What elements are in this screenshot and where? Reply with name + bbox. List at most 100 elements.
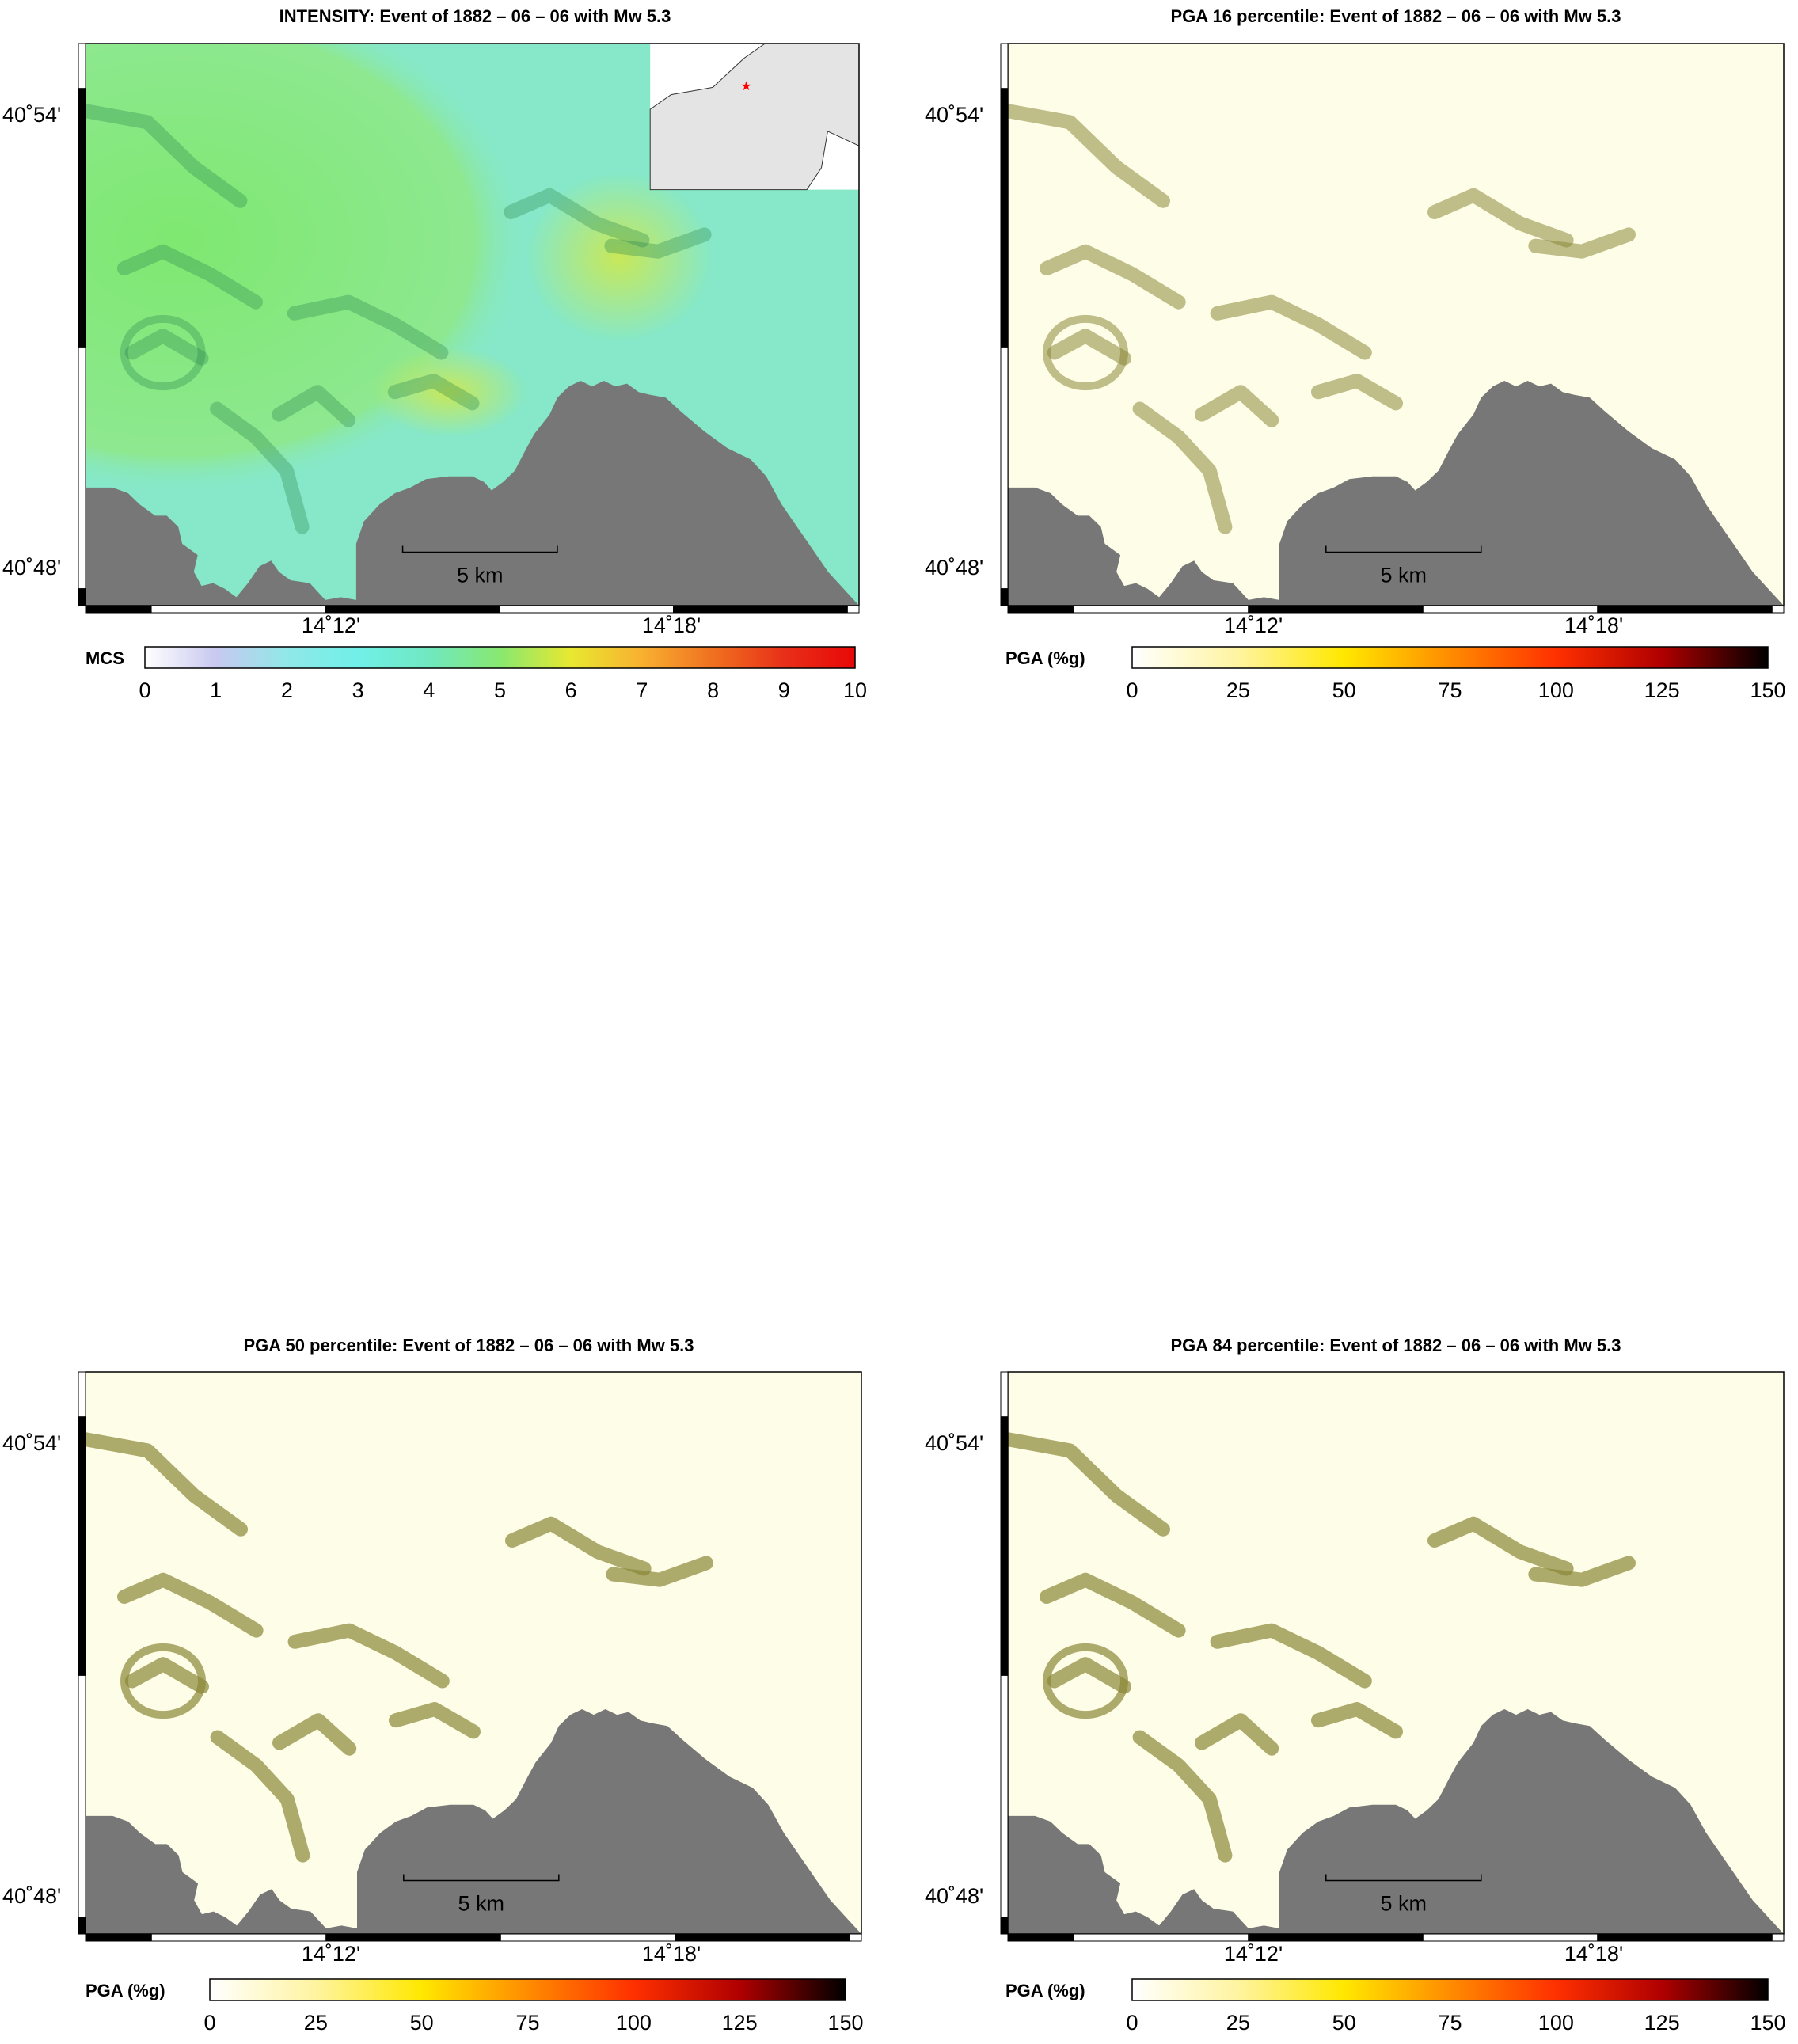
colorbar-tick-label: 25 <box>303 2011 328 2035</box>
latitude-label: 40˚48' <box>2 556 62 579</box>
axis-bar-segment <box>150 1933 327 1942</box>
crater <box>120 1643 206 1719</box>
axis-bar-segment <box>78 88 86 348</box>
latitude-label: 40˚48' <box>2 1884 62 1908</box>
colorbar-tick-label: 75 <box>1438 678 1462 702</box>
colorbar-tick-label: 2 <box>280 678 293 702</box>
colorbar-tick-label: 1 <box>210 678 222 702</box>
high-intensity-zone <box>526 173 713 342</box>
terrain-ridge <box>1195 385 1279 427</box>
scale-bar-label: 5 km <box>458 1892 505 1916</box>
axis-bar-segment <box>78 1674 86 1918</box>
axis-bar-segment <box>1771 605 1785 614</box>
latitude-label: 40˚48' <box>925 556 984 579</box>
axis-bar-segment <box>85 1933 152 1942</box>
axis-bar-segment <box>1248 1933 1424 1942</box>
colorbar-tick-label: 0 <box>139 678 151 702</box>
axis-bar-segment <box>1000 1674 1009 1918</box>
terrain-ridge <box>78 1432 248 1537</box>
crater <box>1043 314 1128 391</box>
terrain-ridge <box>210 401 310 534</box>
longitude-label: 14˚18' <box>641 614 701 637</box>
axis-bar-segment <box>499 605 675 614</box>
terrain-ridge <box>116 244 263 310</box>
colorbar-tick-label: 10 <box>842 678 868 702</box>
terrain-ridge <box>272 385 356 427</box>
axis-bar-segment <box>1000 346 1009 590</box>
axis-bar-segment <box>1000 43 1009 89</box>
scale-bar-label: 5 km <box>1381 1892 1427 1916</box>
colorbar-tick-label: 100 <box>1538 2011 1574 2035</box>
map-view: 5 km <box>78 1371 862 1942</box>
terrain-ridge <box>287 294 449 360</box>
panel-title: INTENSITY: Event of 1882 – 06 – 06 with … <box>279 6 671 26</box>
longitude-label: 14˚12' <box>301 1942 361 1966</box>
colorbar-tick-label: 0 <box>1126 2011 1138 2035</box>
axis-bar-segment <box>1597 1933 1773 1942</box>
terrain-ridge <box>1311 1702 1403 1739</box>
terrain-ridge <box>272 1713 357 1756</box>
panel-title: PGA 50 percentile: Event of 1882 – 06 – … <box>243 1335 694 1355</box>
scale-bar <box>401 545 558 553</box>
colorbar-tick-label: 4 <box>423 678 435 702</box>
colorbar-title: PGA (%g) <box>86 1981 165 2000</box>
colorbar-gradient <box>1131 1978 1769 2001</box>
latitude-label: 40˚54' <box>2 103 62 127</box>
scale-bar-label: 5 km <box>1381 564 1427 587</box>
terrain-ridge <box>1001 1432 1170 1537</box>
colorbar-gradient <box>1131 646 1769 669</box>
colorbar-tick-label: 100 <box>615 2011 652 2035</box>
colorbar-gradient <box>144 646 856 669</box>
scale-bar <box>403 1874 560 1882</box>
terrain-ridge <box>1047 329 1131 366</box>
terrain-ridge <box>1040 1572 1186 1638</box>
terrain-ridge <box>1132 1730 1233 1863</box>
scale-bar <box>1325 545 1482 553</box>
colorbar <box>209 1978 846 2001</box>
terrain-ridge <box>124 1657 209 1694</box>
axis-bar-segment <box>1000 588 1009 606</box>
terrain-ridge <box>117 1572 264 1638</box>
axis-bar-segment <box>1248 605 1424 614</box>
colorbar-tick-label: 150 <box>1750 2011 1786 2035</box>
latitude-label: 40˚48' <box>925 1884 984 1908</box>
axis-bar-segment <box>675 1933 850 1942</box>
terrain-ridge <box>504 188 650 248</box>
axis-bar-segment <box>1422 1933 1598 1942</box>
terrain-ridge <box>387 374 480 411</box>
colorbar <box>1131 1978 1769 2001</box>
terrain-ridge <box>287 1623 450 1689</box>
colorbar <box>144 646 856 669</box>
colorbar-tick-label: 150 <box>827 2011 864 2035</box>
sea-area <box>86 487 403 606</box>
axis-bar-segment <box>78 1416 86 1676</box>
terrain-ridge <box>1210 294 1372 360</box>
crater <box>1043 1643 1128 1719</box>
terrain-ridge <box>1528 1556 1636 1587</box>
scale-bar-label: 5 km <box>457 564 504 587</box>
colorbar-tick-label: 75 <box>1438 2011 1462 2035</box>
sea-area <box>1008 1815 1326 1934</box>
colorbar-title: MCS <box>86 648 124 668</box>
colorbar-tick-label: 50 <box>409 2011 434 2035</box>
terrain-ridge <box>1132 401 1233 534</box>
colorbar-tick-label: 50 <box>1332 2011 1356 2035</box>
axis-bar-segment <box>673 605 848 614</box>
axis-bar-segment <box>325 1933 501 1942</box>
axis-bar-segment <box>78 1371 86 1418</box>
terrain-ridge <box>210 1730 310 1863</box>
terrain-ridge <box>78 104 248 208</box>
colorbar-title: PGA (%g) <box>1005 1981 1085 2000</box>
map-view: 5 km <box>1000 1371 1785 1942</box>
colorbar-tick-label: 125 <box>1644 2011 1680 2035</box>
sea-area <box>357 1709 861 1934</box>
terrain-ridge <box>1311 374 1403 411</box>
axis-bar-segment <box>500 1933 676 1942</box>
terrain-ridge <box>1040 244 1186 310</box>
latitude-label: 40˚54' <box>2 1431 62 1455</box>
colorbar-tick-label: 25 <box>1226 2011 1250 2035</box>
terrain-ridge <box>604 227 712 259</box>
axis-bar-segment <box>1000 1917 1009 1935</box>
colorbar-tick-label: 9 <box>777 678 790 702</box>
terrain-ridge <box>1210 1623 1372 1689</box>
